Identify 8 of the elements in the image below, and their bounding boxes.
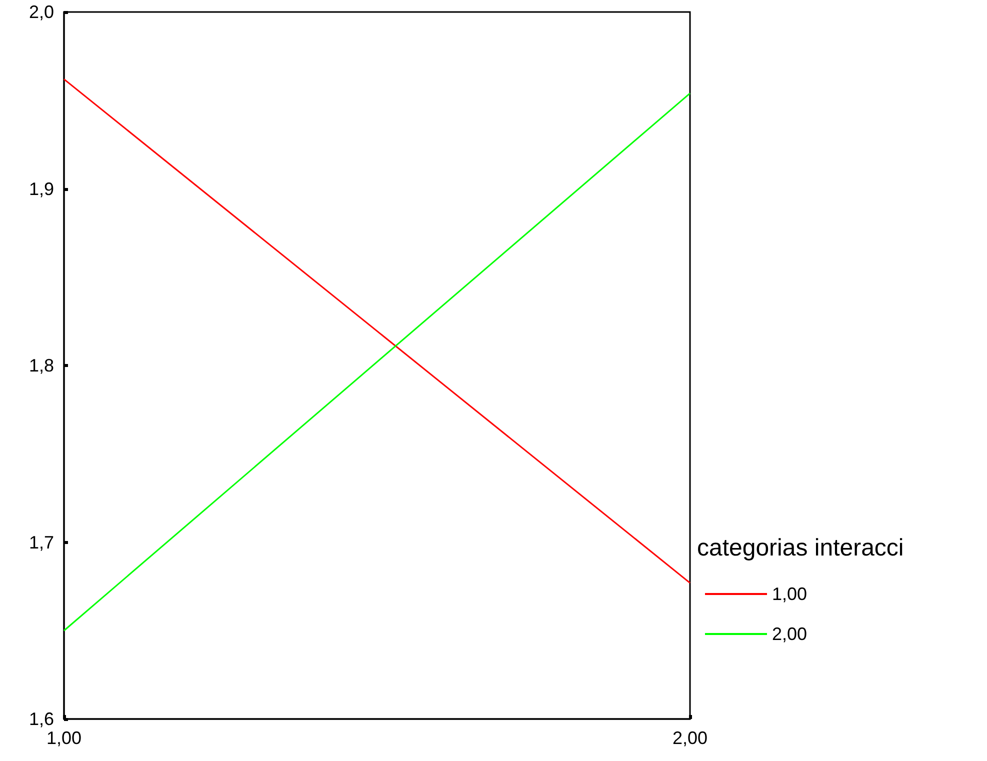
y-tick-label: 1,7 — [28, 532, 54, 552]
y-tick-label: 1,9 — [28, 178, 54, 199]
legend-title: categorias interacci — [697, 534, 904, 562]
y-tick-label: 1,8 — [28, 356, 54, 376]
legend-label: 1,00 — [772, 584, 808, 604]
y-tick-label: 1,6 — [28, 709, 54, 729]
y-tick-label: 2,0 — [28, 2, 54, 22]
legend-label: 2,00 — [772, 624, 808, 644]
